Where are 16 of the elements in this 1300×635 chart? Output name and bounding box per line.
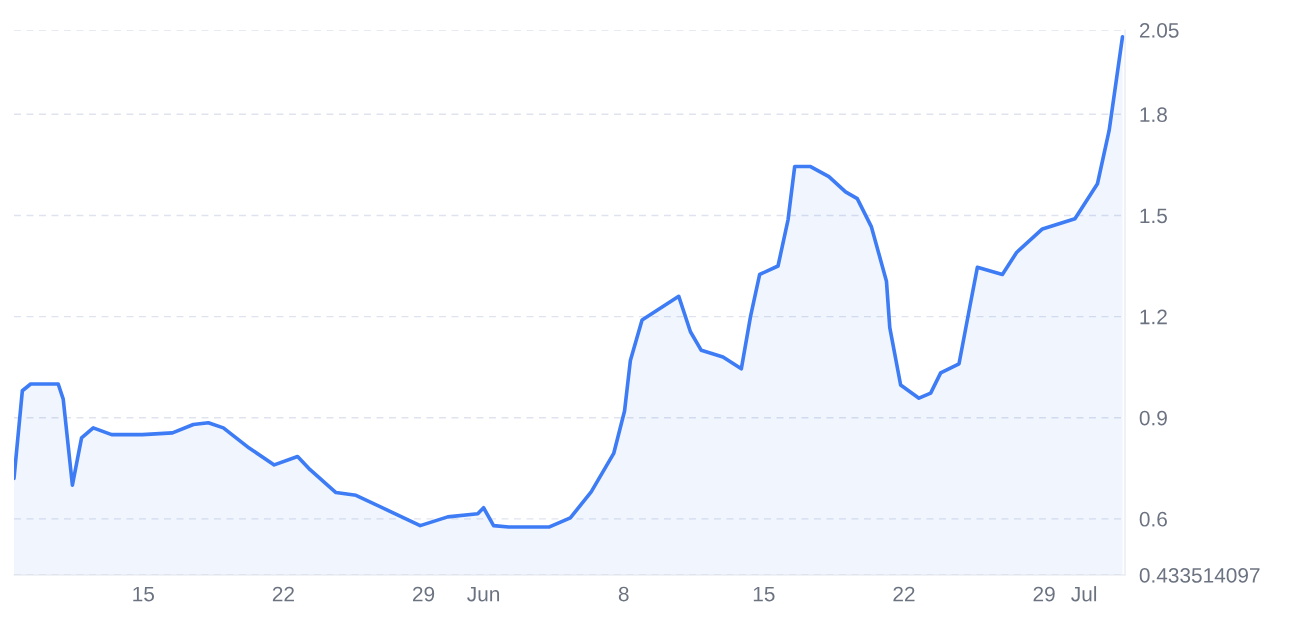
x-tick-label: 22 bbox=[272, 586, 294, 602]
y-tick-label: 1.5 bbox=[1140, 208, 1167, 224]
y-tick-label: 2.05 bbox=[1139, 23, 1179, 38]
y-tick-label: 0.6 bbox=[1139, 511, 1167, 527]
x-tick-label: 29 bbox=[413, 586, 435, 602]
x-tick-label: 15 bbox=[133, 586, 154, 602]
x-tick-label: 29 bbox=[1033, 586, 1055, 602]
y-tick-label: 1.8 bbox=[1140, 107, 1167, 123]
x-tick-label: 15 bbox=[753, 586, 775, 602]
x-tick-label: 8 bbox=[618, 586, 629, 602]
y-tick-label: 1.2 bbox=[1140, 309, 1167, 325]
y-tick-label: 0.9 bbox=[1139, 410, 1167, 426]
y-tick-label: 0.433514097 bbox=[1139, 568, 1260, 583]
x-tick-label: 22 bbox=[893, 586, 915, 602]
x-tick-label: Jun bbox=[467, 586, 500, 602]
x-tick-label: Jul bbox=[1071, 586, 1097, 602]
